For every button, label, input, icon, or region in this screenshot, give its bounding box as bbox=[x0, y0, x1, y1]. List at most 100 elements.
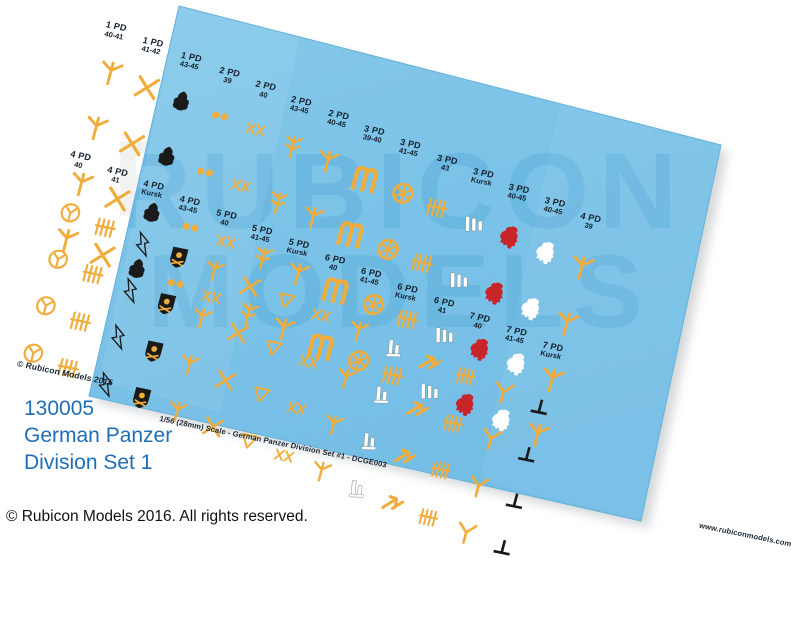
lightning-black-decal bbox=[126, 228, 159, 263]
cross-x-yellow-decal bbox=[129, 72, 162, 107]
unit-label: 4 PD 43-45 bbox=[177, 193, 201, 215]
comb-yellow-3-decal bbox=[426, 457, 454, 488]
xx-yellow-2-decal bbox=[308, 303, 334, 331]
trident-yellow-4-decal bbox=[199, 258, 227, 289]
two-dots-yellow-decal bbox=[176, 215, 204, 246]
trident-yellow-3-decal bbox=[564, 253, 597, 288]
xx-yellow-decal bbox=[227, 174, 253, 202]
letter-m-yellow-decal bbox=[333, 219, 371, 259]
unit-label: 2 PD 40-45 bbox=[325, 108, 350, 130]
arrow-yellow-decal bbox=[402, 395, 433, 428]
circle-cross-yellow-decal bbox=[371, 234, 404, 269]
unit-label: 7 PD Kursk bbox=[539, 339, 564, 361]
oak-leaf-black-decal bbox=[138, 199, 166, 230]
unit-label: 1 PD 41-42 bbox=[140, 35, 165, 57]
lightning-black-decal bbox=[101, 322, 134, 357]
shield-skull-black-decal bbox=[162, 243, 193, 276]
circle-y-yellow-decal bbox=[54, 198, 85, 231]
trident-yellow-5-decal bbox=[318, 412, 346, 443]
cross-x-yellow-2-decal bbox=[236, 274, 264, 305]
trident-yellow-2-decal bbox=[312, 148, 343, 181]
product-name-line-1: German Panzer bbox=[24, 423, 173, 447]
tau-black-decal bbox=[511, 440, 542, 473]
bars2-white-decal bbox=[366, 380, 397, 413]
trident-yellow-5-decal bbox=[343, 318, 371, 349]
unit-label-years: 41-45 bbox=[397, 146, 419, 159]
unit-label-years: 41-42 bbox=[140, 43, 162, 57]
rhomb-trident-yellow-decal bbox=[49, 225, 82, 260]
unit-label-years: 41-45 bbox=[249, 231, 271, 245]
unit-label: 6 PD 40 bbox=[322, 252, 347, 273]
letter-m-yellow-decal bbox=[347, 163, 385, 203]
three-bars-white-decal bbox=[457, 208, 490, 243]
unit-label: 1 PD 40-41 bbox=[103, 20, 128, 42]
oak-leaf-black-decal bbox=[152, 143, 180, 174]
comb-yellow-decal bbox=[422, 193, 453, 226]
unit-label: 4 PD 40 bbox=[67, 149, 92, 170]
comb-yellow-2-decal bbox=[65, 307, 96, 340]
unit-label: 5 PD Kursk bbox=[285, 237, 310, 259]
comb-yellow-2-decal bbox=[90, 213, 121, 246]
comb-yellow-decal bbox=[407, 249, 438, 282]
berlin-bear-red-decal bbox=[478, 279, 511, 314]
product-caption: 130005 German Panzer Division Set 1 bbox=[24, 396, 172, 477]
unit-label-years: 41-45 bbox=[358, 274, 380, 288]
unit-label: 2 PD 40 bbox=[252, 79, 277, 100]
unit-label: 3 PD 39-40 bbox=[361, 123, 386, 145]
unit-label: 3 PD Kursk bbox=[470, 166, 495, 188]
comb-yellow-decal bbox=[392, 305, 423, 338]
unit-label-years: Kursk bbox=[285, 245, 309, 259]
key-yellow-decal bbox=[276, 133, 307, 166]
unit-label: 4 PD 39 bbox=[578, 210, 602, 231]
unit-label-years: Kursk bbox=[140, 187, 164, 201]
unit-label-years: 40-45 bbox=[326, 117, 347, 130]
unit-label: 1 PD 43-45 bbox=[178, 50, 203, 72]
circle-y-yellow-decal bbox=[17, 339, 48, 372]
shield-skull-black-decal bbox=[150, 290, 181, 323]
trident-yellow-5-decal bbox=[331, 365, 359, 396]
trident-yellow-2-decal bbox=[297, 204, 328, 237]
trident-yellow-2-decal bbox=[282, 259, 313, 292]
comb-yellow-3-decal bbox=[438, 410, 466, 441]
ypsilon-yellow-decal bbox=[487, 378, 518, 411]
comb-yellow-2-decal bbox=[77, 260, 108, 293]
ypsilon-yellow-decal bbox=[474, 425, 505, 458]
unit-label: 5 PD 40 bbox=[213, 208, 238, 229]
bars2-white-decal bbox=[378, 333, 409, 366]
circle-y-yellow-decal bbox=[29, 292, 60, 325]
unit-label: 7 PD 41-45 bbox=[503, 324, 528, 346]
trident-yellow-4-decal bbox=[187, 305, 215, 336]
triangle-yellow-decal bbox=[260, 335, 286, 363]
unit-label-years: 43-45 bbox=[288, 102, 310, 116]
oak-leaf-black-decal bbox=[167, 88, 195, 119]
unit-label: 3 PD 40-45 bbox=[506, 181, 531, 203]
unit-label: 2 PD 43-45 bbox=[288, 94, 313, 116]
key-yellow-decal bbox=[247, 245, 278, 278]
arrow-yellow-decal bbox=[415, 348, 446, 381]
product-name-line-2: Division Set 1 bbox=[24, 450, 153, 474]
lightning-black-decal bbox=[113, 275, 146, 310]
rhomb-trident-yellow-decal bbox=[64, 169, 97, 204]
xx-yellow-2-decal bbox=[283, 397, 309, 425]
arrow-yellow-decal bbox=[390, 442, 421, 475]
rhomb-trident-yellow-decal bbox=[93, 57, 126, 92]
two-dots-yellow-decal bbox=[190, 159, 218, 190]
unit-label: 4 PD Kursk bbox=[140, 178, 165, 201]
unit-label-years: 40-45 bbox=[506, 190, 528, 203]
cross-x-yellow-2-decal bbox=[211, 367, 239, 398]
cross-x-yellow-2-decal bbox=[223, 320, 251, 351]
circle-cross-yellow-decal bbox=[385, 178, 418, 213]
unit-label: 3 PD 40-45 bbox=[542, 195, 567, 217]
comb-yellow-2-decal bbox=[53, 354, 84, 387]
berlin-bear-red-decal bbox=[493, 223, 526, 258]
unit-label: 7 PD 40 bbox=[467, 310, 492, 331]
unit-label: 6 PD 41 bbox=[431, 295, 456, 316]
xx-yellow-decal bbox=[241, 118, 267, 146]
unit-label-years: 43-45 bbox=[178, 59, 200, 72]
unit-label-years: 39-40 bbox=[361, 132, 383, 145]
unit-label-years: 40-45 bbox=[542, 204, 564, 217]
unit-label: 4 PD 41 bbox=[104, 164, 129, 185]
xx-yellow-2-decal bbox=[295, 350, 321, 378]
two-dots-yellow-decal bbox=[205, 103, 233, 134]
unit-label: 3 PD 43 bbox=[434, 152, 459, 173]
